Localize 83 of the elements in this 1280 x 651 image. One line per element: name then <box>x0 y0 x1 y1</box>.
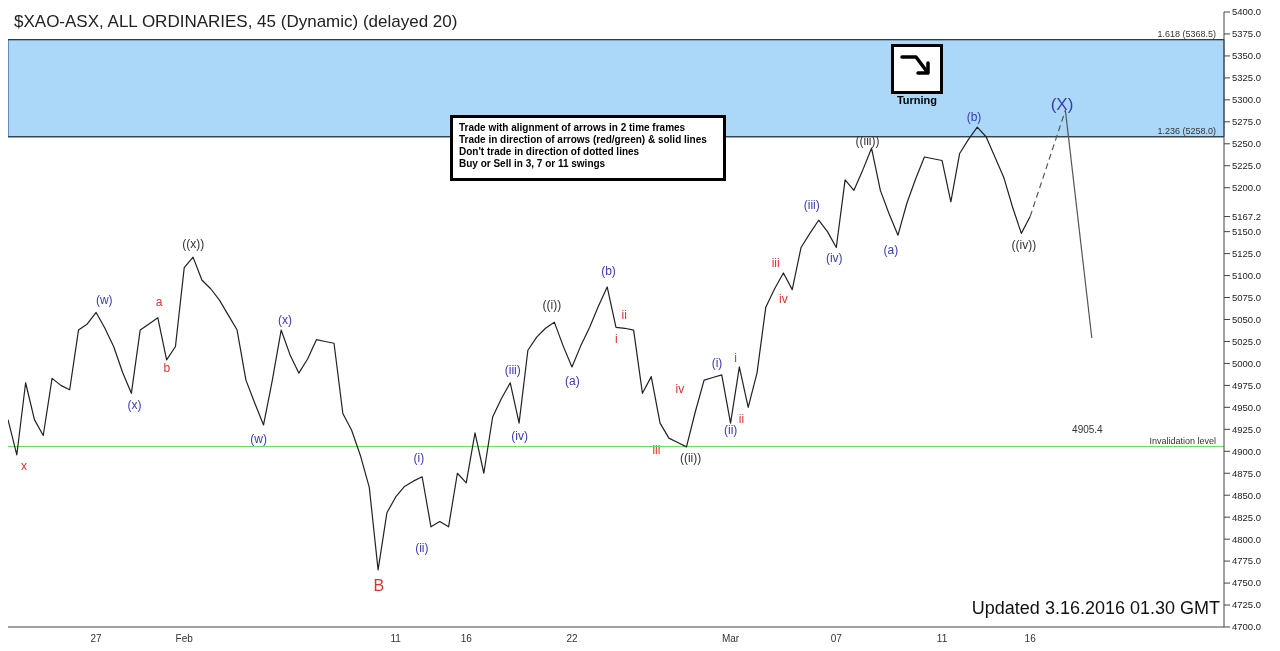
annotation: (iv) <box>511 429 528 443</box>
annotation: ((ii)) <box>679 451 702 465</box>
annotation: (ii) <box>724 423 738 437</box>
y-tick-label: 5167.2 <box>1232 210 1262 222</box>
annotation: ((iv)) <box>1011 238 1037 252</box>
ref-line-label: 1.236 (5258.0) <box>1157 125 1216 136</box>
y-tick-label: 4925.0 <box>1232 423 1262 435</box>
y-tick-label: 5375.0 <box>1232 28 1262 40</box>
y-tick-label: 5350.0 <box>1232 50 1262 62</box>
annotation: (iv) <box>825 251 843 265</box>
y-tick-label: 4950.0 <box>1232 401 1262 413</box>
ref-line-label: 1.618 (5368.5) <box>1157 28 1216 39</box>
x-tick-label: Feb <box>175 633 194 645</box>
annotation: Trade in direction of arrows (red/green) & solid lines <box>459 134 708 146</box>
y-tick-label: 5050.0 <box>1232 313 1262 325</box>
annotation: Turning <box>895 94 939 106</box>
x-tick-label: 11 <box>390 633 402 645</box>
y-tick-label: 5025.0 <box>1232 335 1262 347</box>
annotation: iv <box>675 382 685 396</box>
annotation: (X) <box>1050 94 1074 114</box>
x-tick-label: 16 <box>1024 633 1037 645</box>
y-tick-label: 5200.0 <box>1232 182 1262 194</box>
y-tick-label: 5100.0 <box>1232 269 1262 281</box>
y-tick-label: 5250.0 <box>1232 138 1262 150</box>
annotation: ii <box>738 412 745 426</box>
y-tick-label: 4875.0 <box>1232 467 1262 479</box>
annotation: Trade with alignment of arrows in 2 time frames <box>459 122 687 134</box>
y-tick-label: 4725.0 <box>1232 599 1262 611</box>
annotation: (iii) <box>504 363 521 377</box>
annotation: (a) <box>883 243 899 257</box>
y-tick-label: 4775.0 <box>1232 555 1262 567</box>
annotation: (a) <box>565 374 580 388</box>
annotation: x <box>21 459 28 473</box>
y-tick-label: 5275.0 <box>1232 116 1262 128</box>
annotation: (b) <box>966 110 982 124</box>
y-tick-label: 5125.0 <box>1232 247 1262 259</box>
annotation: 4905.4 <box>1072 424 1103 435</box>
annotation: Buy or Sell in 3, 7 or 11 swings <box>459 158 607 170</box>
y-tick-label: 4800.0 <box>1232 533 1262 545</box>
ref-line-label: Invalidation level <box>1149 435 1216 446</box>
annotation: (x) <box>127 398 142 412</box>
annotation: (i) <box>413 451 425 465</box>
annotation: (x) <box>278 313 293 327</box>
y-tick-label: 4900.0 <box>1232 445 1262 457</box>
annotation: ii <box>621 308 627 322</box>
annotation: (b) <box>601 264 616 278</box>
y-tick-label: 5150.0 <box>1232 226 1262 238</box>
x-tick-label: 07 <box>830 633 843 645</box>
annotation: a <box>155 295 163 309</box>
annotation: ((i)) <box>542 298 562 312</box>
annotation: (i) <box>711 356 723 370</box>
y-tick-label: 5300.0 <box>1232 94 1262 106</box>
y-tick-label: 5400.0 <box>1232 6 1262 18</box>
annotation: (iii) <box>803 198 820 212</box>
x-tick-label: Mar <box>721 633 740 645</box>
chart-title: $XAO-ASX, ALL ORDINARIES, 45 (Dynamic) (delayed 20) <box>14 12 458 32</box>
y-tick-label: 4700.0 <box>1232 621 1262 633</box>
annotation: ((x)) <box>182 237 205 251</box>
annotation: iii <box>652 443 661 457</box>
x-tick-label: 16 <box>460 633 473 645</box>
x-tick-label: 27 <box>90 633 103 645</box>
annotation: (ii) <box>415 541 429 555</box>
annotation: (w) <box>95 293 113 307</box>
annotation: i <box>614 332 618 346</box>
y-tick-label: 5000.0 <box>1232 357 1262 369</box>
x-tick-label: 11 <box>936 633 948 645</box>
annotation: i <box>734 351 737 365</box>
annotation: iii <box>771 256 780 270</box>
y-tick-label: 5075.0 <box>1232 291 1262 303</box>
y-tick-label: 4750.0 <box>1232 577 1262 589</box>
y-tick-label: 5225.0 <box>1232 160 1262 172</box>
annotation: b <box>163 361 171 375</box>
annotation: iv <box>779 292 788 306</box>
annotation: (w) <box>250 432 267 446</box>
annotation: ((iii)) <box>855 134 880 148</box>
annotation: Updated 3.16.2016 01.30 GMT <box>971 598 1220 619</box>
y-tick-label: 5325.0 <box>1232 72 1262 84</box>
annotation: Don't trade in direction of dotted lines <box>459 146 641 158</box>
y-tick-label: 4850.0 <box>1232 489 1262 501</box>
x-tick-label: 22 <box>566 633 578 645</box>
annotation: B <box>373 577 385 594</box>
y-tick-label: 4975.0 <box>1232 379 1262 391</box>
y-tick-label: 4825.0 <box>1232 511 1262 523</box>
